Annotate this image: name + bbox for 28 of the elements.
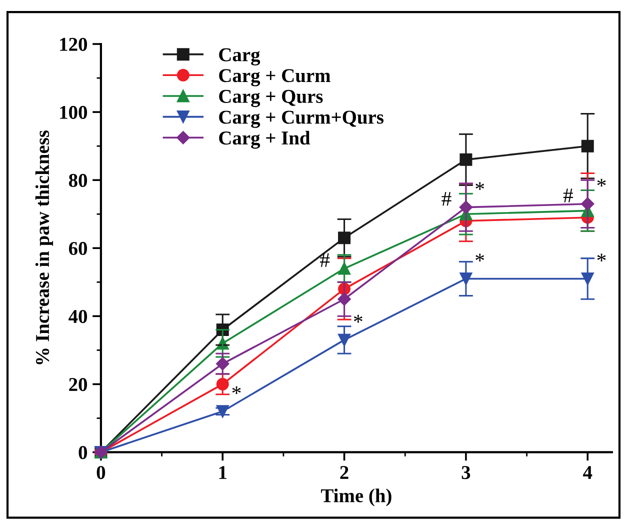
x-tick-label: 2 <box>340 466 348 479</box>
y-tick-label: 20 <box>69 378 88 392</box>
x-axis-title: Time (h) <box>321 488 392 506</box>
legend-label: Carg + Qurs <box>219 90 323 108</box>
annotation: * <box>232 386 241 394</box>
x-tick-label: 3 <box>462 466 470 480</box>
annotation: * <box>476 254 484 262</box>
y-tick-label: 40 <box>68 310 88 324</box>
annotation: # <box>442 192 452 206</box>
y-tick-label: 0 <box>78 446 88 460</box>
x-tick-label: 1 <box>219 466 226 479</box>
annotation: * <box>597 254 606 262</box>
annotation: * <box>476 182 484 190</box>
y-tick-label: 120 <box>60 38 88 51</box>
legend-label: Carg + Curm <box>219 69 330 86</box>
annotation: # <box>320 253 330 267</box>
legend-label: Carg <box>219 48 260 66</box>
y-tick-label: 60 <box>68 242 88 256</box>
annotation: * <box>597 178 606 187</box>
y-tick-label: 100 <box>60 106 88 119</box>
x-tick-label: 0 <box>96 466 106 480</box>
y-axis-title: % Increase in paw thickness <box>35 130 54 364</box>
x-tick-label: 4 <box>583 466 592 479</box>
annotation: # <box>563 188 574 202</box>
legend-label: Carg + Ind <box>219 130 310 149</box>
legend-label: Carg + Curm+Qurs <box>219 110 384 128</box>
annotation: * <box>354 314 362 323</box>
y-tick-label: 80 <box>68 174 88 188</box>
